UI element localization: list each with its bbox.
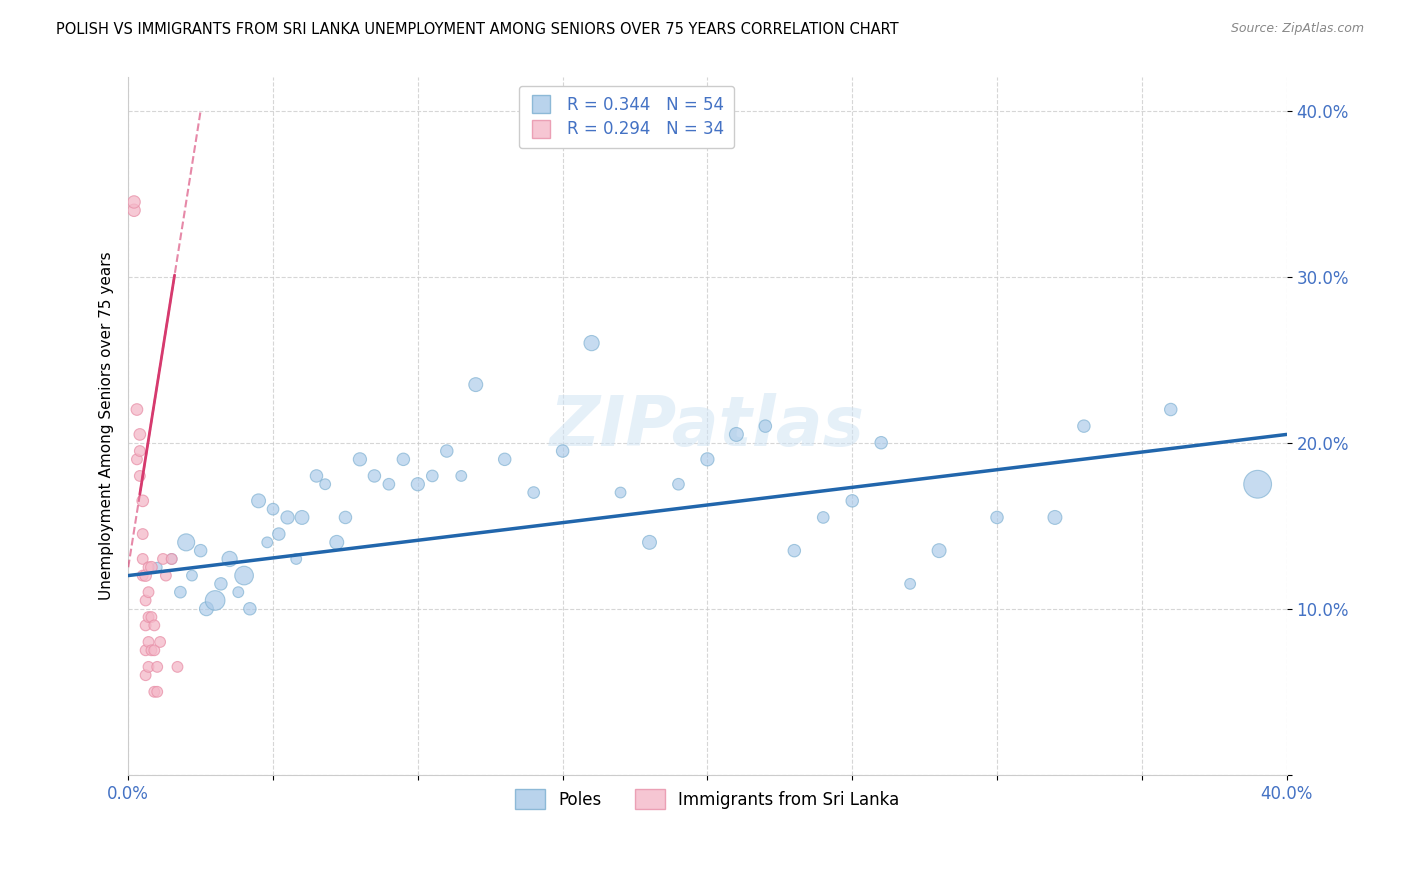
Point xyxy=(363,469,385,483)
Point xyxy=(1073,419,1095,434)
Point xyxy=(138,660,160,674)
Point xyxy=(267,527,290,541)
Point xyxy=(276,510,298,524)
Point xyxy=(668,477,690,491)
Point xyxy=(1246,477,1268,491)
Point xyxy=(149,635,172,649)
Point xyxy=(181,568,204,582)
Point xyxy=(233,568,256,582)
Point xyxy=(928,543,950,558)
Point xyxy=(128,444,150,458)
Point xyxy=(146,560,169,574)
Point xyxy=(160,552,183,566)
Point xyxy=(132,552,155,566)
Point xyxy=(122,194,145,209)
Point xyxy=(218,552,240,566)
Point xyxy=(256,535,278,549)
Point xyxy=(523,485,546,500)
Point xyxy=(450,469,472,483)
Point xyxy=(226,585,249,599)
Point xyxy=(143,643,166,657)
Point xyxy=(420,469,443,483)
Point xyxy=(141,643,163,657)
Point xyxy=(841,493,863,508)
Point xyxy=(135,643,157,657)
Point xyxy=(135,593,157,607)
Point xyxy=(494,452,516,467)
Point xyxy=(135,668,157,682)
Point xyxy=(464,377,486,392)
Point xyxy=(285,552,308,566)
Point xyxy=(146,685,169,699)
Point xyxy=(195,601,218,615)
Legend: Poles, Immigrants from Sri Lanka: Poles, Immigrants from Sri Lanka xyxy=(509,782,907,815)
Text: Source: ZipAtlas.com: Source: ZipAtlas.com xyxy=(1230,22,1364,36)
Point xyxy=(141,560,163,574)
Point xyxy=(132,568,155,582)
Point xyxy=(898,577,921,591)
Point xyxy=(135,618,157,632)
Point xyxy=(581,336,603,351)
Point xyxy=(305,469,328,483)
Point xyxy=(696,452,718,467)
Point xyxy=(128,427,150,442)
Point xyxy=(128,469,150,483)
Point xyxy=(1043,510,1066,524)
Point xyxy=(143,618,166,632)
Point xyxy=(132,527,155,541)
Point xyxy=(335,510,357,524)
Y-axis label: Unemployment Among Seniors over 75 years: Unemployment Among Seniors over 75 years xyxy=(100,252,114,600)
Point xyxy=(638,535,661,549)
Point xyxy=(783,543,806,558)
Point xyxy=(122,203,145,218)
Point xyxy=(725,427,748,442)
Point xyxy=(155,568,177,582)
Point xyxy=(209,577,232,591)
Point xyxy=(754,419,776,434)
Point xyxy=(160,552,183,566)
Point xyxy=(143,685,166,699)
Point xyxy=(609,485,631,500)
Point xyxy=(138,560,160,574)
Point xyxy=(125,452,148,467)
Point xyxy=(986,510,1008,524)
Text: ZIPatlas: ZIPatlas xyxy=(550,392,865,459)
Point xyxy=(392,452,415,467)
Point xyxy=(169,585,191,599)
Point xyxy=(551,444,574,458)
Point xyxy=(174,535,197,549)
Point xyxy=(125,402,148,417)
Point xyxy=(146,660,169,674)
Point xyxy=(436,444,458,458)
Point xyxy=(138,610,160,624)
Point xyxy=(138,635,160,649)
Point xyxy=(291,510,314,524)
Point xyxy=(349,452,371,467)
Point xyxy=(378,477,401,491)
Point xyxy=(132,493,155,508)
Point xyxy=(239,601,262,615)
Point xyxy=(204,593,226,607)
Text: POLISH VS IMMIGRANTS FROM SRI LANKA UNEMPLOYMENT AMONG SENIORS OVER 75 YEARS COR: POLISH VS IMMIGRANTS FROM SRI LANKA UNEM… xyxy=(56,22,898,37)
Point xyxy=(152,552,174,566)
Point xyxy=(141,610,163,624)
Point xyxy=(870,435,893,450)
Point xyxy=(262,502,284,516)
Point xyxy=(326,535,349,549)
Point xyxy=(166,660,188,674)
Point xyxy=(314,477,336,491)
Point xyxy=(813,510,835,524)
Point xyxy=(247,493,270,508)
Point xyxy=(138,585,160,599)
Point xyxy=(190,543,212,558)
Point xyxy=(1160,402,1182,417)
Point xyxy=(135,568,157,582)
Point xyxy=(406,477,429,491)
